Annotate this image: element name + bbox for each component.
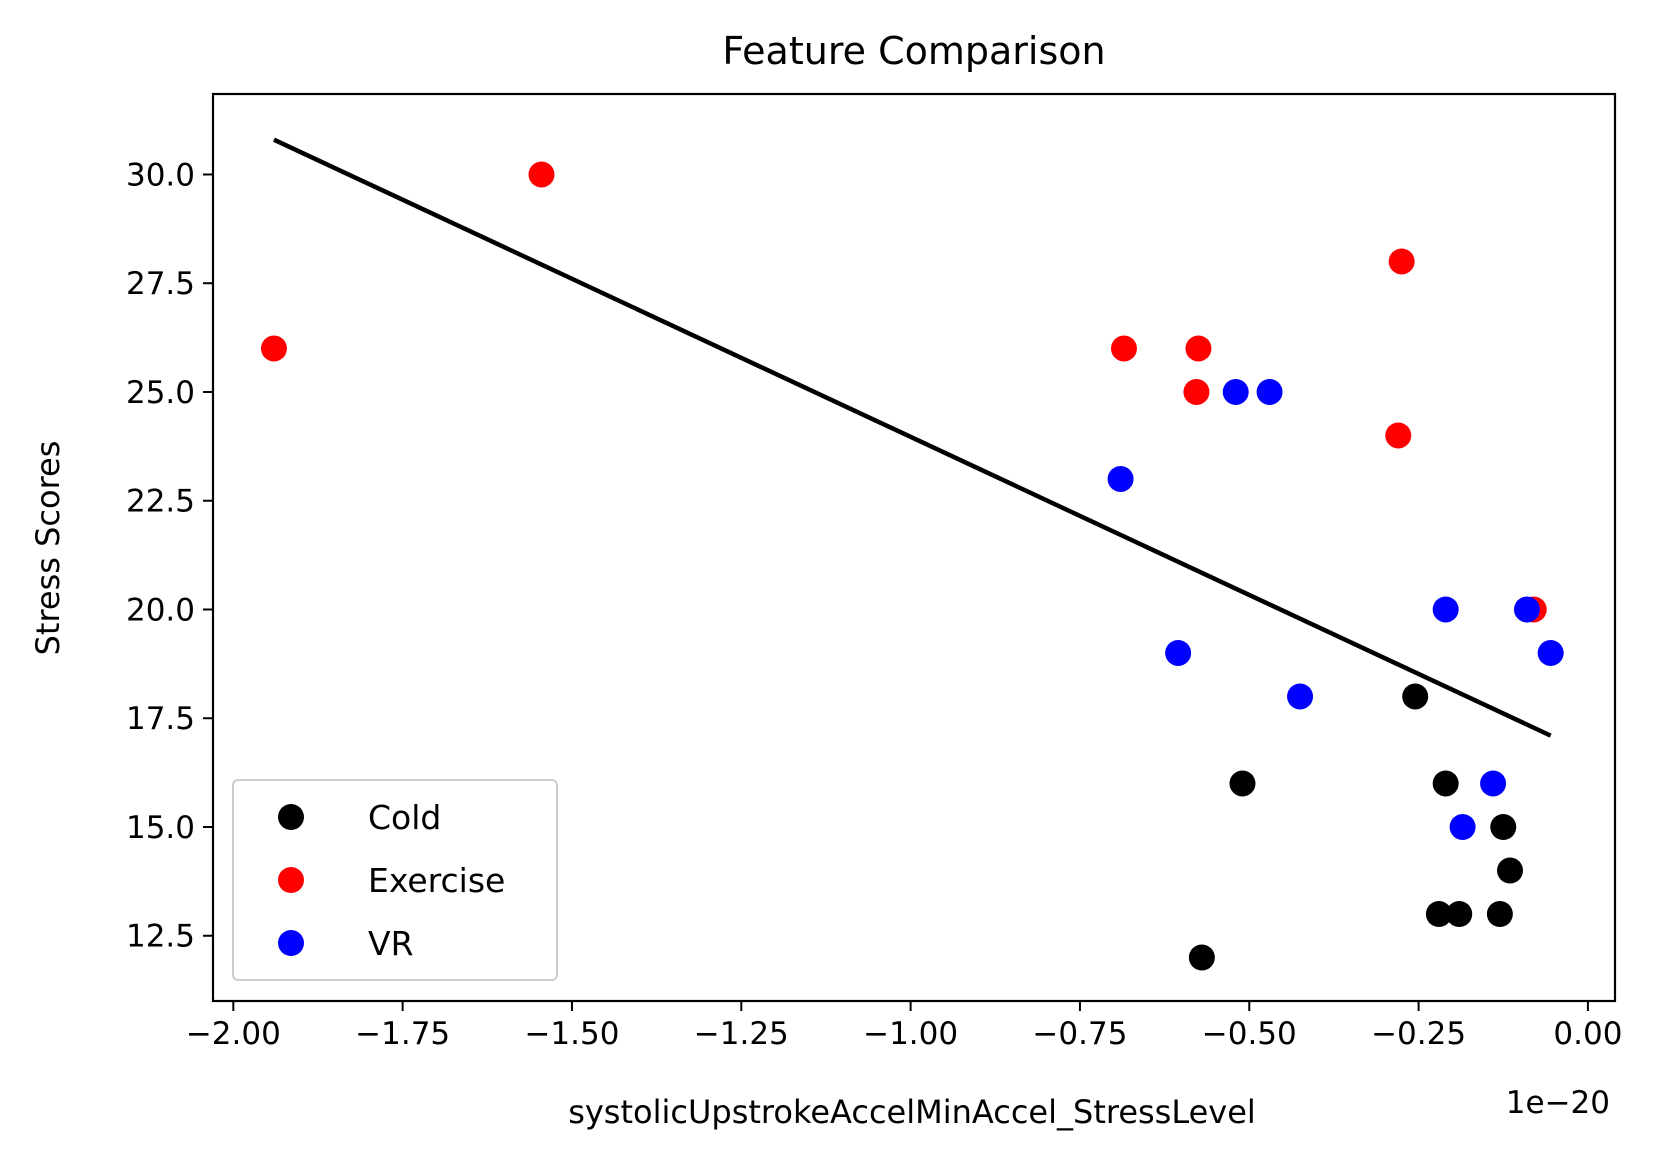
x-tick-label: 0.00 xyxy=(1553,1016,1622,1052)
plot-frame xyxy=(211,92,1617,1003)
y-tick-label: 30.0 xyxy=(126,157,195,193)
data-point-cold xyxy=(1486,900,1513,927)
x-tick-label: −0.25 xyxy=(1371,1016,1466,1052)
data-point-exercise xyxy=(260,335,287,362)
y-tick-label: 25.0 xyxy=(126,375,195,411)
legend: Cold Exercise VR xyxy=(232,779,558,981)
x-axis-label: systolicUpstrokeAccelMinAccel_StressLeve… xyxy=(568,1093,1256,1131)
data-point-exercise xyxy=(1185,335,1212,362)
legend-label-exercise: Exercise xyxy=(368,861,505,900)
y-tick-label: 20.0 xyxy=(126,592,195,628)
chart-title: Feature Comparison xyxy=(722,29,1105,73)
y-tick-label: 27.5 xyxy=(126,266,195,302)
data-point-cold xyxy=(1497,857,1524,884)
data-point-exercise xyxy=(1183,378,1210,405)
data-point-exercise xyxy=(1385,422,1412,449)
x-tick-label: −1.25 xyxy=(694,1016,789,1052)
x-axis-offset-label: 1e−20 xyxy=(1506,1085,1610,1121)
data-point-vr xyxy=(1480,770,1507,797)
y-tick-label: 12.5 xyxy=(126,919,195,955)
data-point-vr xyxy=(1513,596,1540,623)
legend-label-vr: VR xyxy=(368,924,414,963)
data-point-cold xyxy=(1490,813,1517,840)
plot-area xyxy=(211,92,1617,1003)
data-point-vr xyxy=(1432,596,1459,623)
x-tick-label: −1.75 xyxy=(355,1016,450,1052)
trend-line-group xyxy=(273,137,1552,738)
x-tick-label: −2.00 xyxy=(186,1016,281,1052)
legend-label-cold: Cold xyxy=(368,798,441,837)
data-point-cold xyxy=(1446,900,1473,927)
y-tick-label: 22.5 xyxy=(126,484,195,520)
legend-marker-cold xyxy=(278,804,304,830)
x-tick-label: −0.75 xyxy=(1032,1016,1127,1052)
data-point-cold xyxy=(1402,683,1429,710)
data-point-cold xyxy=(1432,770,1459,797)
y-axis-label: Stress Scores xyxy=(29,441,67,656)
legend-marker-vr xyxy=(278,930,304,956)
y-tick-label: 17.5 xyxy=(126,701,195,737)
data-point-vr xyxy=(1165,639,1192,666)
data-point-cold xyxy=(1229,770,1256,797)
x-tick-label: −0.50 xyxy=(1202,1016,1297,1052)
x-tick-label: −1.50 xyxy=(524,1016,619,1052)
data-point-vr xyxy=(1256,378,1283,405)
legend-box xyxy=(232,779,558,981)
data-point-cold xyxy=(1188,944,1215,971)
data-point-vr xyxy=(1287,683,1314,710)
data-point-vr xyxy=(1537,639,1564,666)
data-point-cold xyxy=(1425,900,1452,927)
y-axis-ticks: 12.5 15.0 17.5 20.0 22.5 25.0 27.5 30.0 xyxy=(126,157,213,955)
legend-marker-exercise xyxy=(278,867,304,893)
data-point-exercise xyxy=(1110,335,1137,362)
data-points xyxy=(260,161,1564,971)
data-point-exercise xyxy=(1388,248,1415,275)
x-axis-ticks: −2.00 −1.75 −1.50 −1.25 −1.00 −0.75 −0.50 −0.25… xyxy=(186,1001,1622,1052)
y-tick-label: 15.0 xyxy=(126,810,195,846)
trend-line xyxy=(273,137,1552,738)
data-point-vr xyxy=(1449,813,1476,840)
data-point-exercise xyxy=(528,161,555,188)
data-point-vr xyxy=(1107,465,1134,492)
data-point-vr xyxy=(1222,378,1249,405)
x-tick-label: −1.00 xyxy=(863,1016,958,1052)
